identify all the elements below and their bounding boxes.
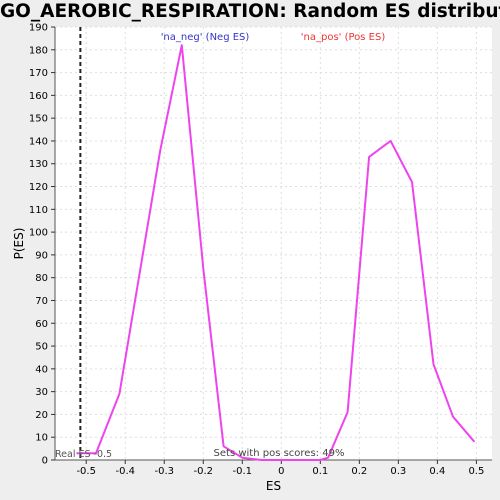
y-tick-label: 30 [35, 387, 48, 398]
y-tick-label: 120 [29, 182, 48, 193]
pos-scores-label: Sets with pos scores: 49% [214, 448, 345, 459]
y-tick-label: 90 [35, 250, 48, 261]
x-tick-label: 0.1 [312, 466, 328, 477]
x-tick-label: -0.2 [194, 466, 214, 477]
y-tick-label: 190 [29, 23, 48, 34]
x-tick-label: -0.5 [76, 466, 96, 477]
x-tick-label: 0.2 [351, 466, 367, 477]
real-es-label: Real ES -0.5 [55, 449, 112, 460]
x-tick-label: 0.3 [390, 466, 406, 477]
x-tick-label: 0.5 [468, 466, 484, 477]
pos-es-label: 'na_pos' (Pos ES) [301, 32, 386, 43]
plot-area [55, 27, 492, 460]
y-tick-label: 110 [29, 205, 48, 216]
y-tick-label: 20 [35, 410, 48, 421]
y-tick-label: 70 [35, 296, 48, 307]
y-tick-label: 180 [29, 45, 48, 56]
x-tick-label: -0.1 [233, 466, 253, 477]
y-tick-label: 0 [42, 456, 48, 467]
y-axis-label: P(ES) [12, 228, 26, 260]
y-tick-label: 140 [29, 136, 48, 147]
y-tick-label: 130 [29, 159, 48, 170]
y-tick-label: 80 [35, 273, 48, 284]
y-tick-label: 150 [29, 114, 48, 125]
x-axis-label: ES [266, 479, 281, 493]
y-tick-label: 100 [29, 228, 48, 239]
chart-title: GO_AEROBIC_RESPIRATION: Random ES distri… [0, 1, 500, 22]
y-tick-label: 160 [29, 91, 48, 102]
y-tick-label: 40 [35, 364, 48, 375]
y-tick-label: 10 [35, 433, 48, 444]
y-tick-label: 50 [35, 342, 48, 353]
y-tick-label: 60 [35, 319, 48, 330]
series-line [76, 44, 476, 461]
x-tick-label: 0 [278, 466, 284, 477]
x-tick-label: -0.4 [115, 466, 135, 477]
x-tick-label: -0.3 [154, 466, 174, 477]
y-tick-label: 170 [29, 68, 48, 79]
x-axis-ticks: -0.5 -0.4 -0.3 -0.2 -0.1 0 0.1 0.2 0.3 0.4 0.5 [76, 460, 484, 477]
grid-lines [55, 26, 492, 460]
y-axis-ticks: 0 10 20 30 40 50 60 70 80 90 100 110 120 130 140 150 160… [29, 23, 55, 467]
x-tick-label: 0.4 [429, 466, 445, 477]
neg-es-label: 'na_neg' (Neg ES) [161, 32, 250, 43]
